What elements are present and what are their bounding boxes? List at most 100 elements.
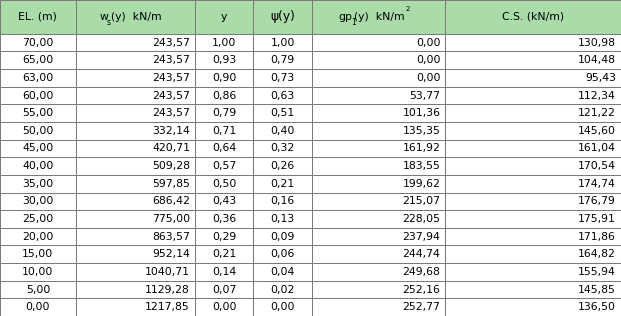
- Bar: [76, 157, 195, 175]
- Text: 252,16: 252,16: [402, 284, 440, 295]
- Text: 1,00: 1,00: [212, 38, 237, 48]
- Bar: [312, 175, 445, 192]
- Bar: [76, 122, 195, 140]
- Bar: [76, 104, 195, 122]
- Text: 0,79: 0,79: [212, 108, 237, 118]
- Text: 95,43: 95,43: [585, 73, 616, 83]
- Bar: [253, 281, 312, 298]
- Text: 45,00: 45,00: [22, 143, 53, 154]
- Text: 145,85: 145,85: [578, 284, 616, 295]
- Text: 35,00: 35,00: [22, 179, 53, 189]
- Text: 0,09: 0,09: [270, 232, 295, 242]
- Text: 237,94: 237,94: [402, 232, 440, 242]
- Bar: [76, 210, 195, 228]
- Bar: [445, 157, 621, 175]
- Bar: [195, 0, 253, 34]
- Text: 0,00: 0,00: [25, 302, 50, 312]
- Bar: [312, 140, 445, 157]
- Text: 0,51: 0,51: [270, 108, 295, 118]
- Bar: [312, 210, 445, 228]
- Text: 40,00: 40,00: [22, 161, 53, 171]
- Bar: [253, 210, 312, 228]
- Text: 53,77: 53,77: [409, 91, 440, 100]
- Bar: [445, 34, 621, 52]
- Bar: [445, 210, 621, 228]
- Bar: [445, 281, 621, 298]
- Text: 243,57: 243,57: [152, 91, 190, 100]
- Text: 1040,71: 1040,71: [145, 267, 190, 277]
- Text: 597,85: 597,85: [152, 179, 190, 189]
- Text: 0,32: 0,32: [270, 143, 295, 154]
- Text: 30,00: 30,00: [22, 196, 53, 206]
- Bar: [195, 298, 253, 316]
- Text: 332,14: 332,14: [152, 126, 190, 136]
- Text: 244,74: 244,74: [402, 249, 440, 259]
- Bar: [76, 175, 195, 192]
- Text: 252,77: 252,77: [402, 302, 440, 312]
- Bar: [195, 175, 253, 192]
- Bar: [312, 281, 445, 298]
- Text: 5,00: 5,00: [25, 284, 50, 295]
- Text: 101,36: 101,36: [402, 108, 440, 118]
- Text: 135,35: 135,35: [402, 126, 440, 136]
- Text: 0,64: 0,64: [212, 143, 237, 154]
- Bar: [0, 34, 76, 52]
- Bar: [0, 69, 76, 87]
- Bar: [0, 298, 76, 316]
- Text: 1: 1: [351, 18, 356, 27]
- Text: 20,00: 20,00: [22, 232, 53, 242]
- Bar: [195, 87, 253, 104]
- Text: w: w: [99, 12, 108, 22]
- Bar: [312, 298, 445, 316]
- Text: 155,94: 155,94: [578, 267, 616, 277]
- Bar: [76, 298, 195, 316]
- Bar: [76, 281, 195, 298]
- Bar: [445, 104, 621, 122]
- Bar: [0, 175, 76, 192]
- Bar: [0, 210, 76, 228]
- Text: 952,14: 952,14: [152, 249, 190, 259]
- Text: 0,36: 0,36: [212, 214, 237, 224]
- Text: 243,57: 243,57: [152, 38, 190, 48]
- Text: 25,00: 25,00: [22, 214, 53, 224]
- Text: 63,00: 63,00: [22, 73, 53, 83]
- Text: 0,00: 0,00: [416, 73, 440, 83]
- Bar: [445, 246, 621, 263]
- Bar: [253, 0, 312, 34]
- Bar: [195, 210, 253, 228]
- Text: 775,00: 775,00: [152, 214, 190, 224]
- Bar: [312, 263, 445, 281]
- Bar: [76, 228, 195, 246]
- Bar: [312, 192, 445, 210]
- Text: 686,42: 686,42: [152, 196, 190, 206]
- Bar: [195, 228, 253, 246]
- Bar: [0, 52, 76, 69]
- Text: 0,40: 0,40: [270, 126, 295, 136]
- Text: 0,57: 0,57: [212, 161, 237, 171]
- Text: 171,86: 171,86: [578, 232, 616, 242]
- Text: 121,22: 121,22: [578, 108, 616, 118]
- Bar: [445, 175, 621, 192]
- Text: 130,98: 130,98: [578, 38, 616, 48]
- Bar: [445, 52, 621, 69]
- Bar: [0, 228, 76, 246]
- Text: s: s: [107, 18, 111, 27]
- Bar: [0, 0, 76, 34]
- Text: 0,00: 0,00: [212, 302, 237, 312]
- Text: 0,00: 0,00: [270, 302, 295, 312]
- Text: 0,90: 0,90: [212, 73, 237, 83]
- Text: 0,06: 0,06: [270, 249, 295, 259]
- Text: 161,92: 161,92: [402, 143, 440, 154]
- Bar: [253, 140, 312, 157]
- Bar: [76, 52, 195, 69]
- Bar: [445, 140, 621, 157]
- Text: 1,00: 1,00: [270, 38, 295, 48]
- Bar: [312, 52, 445, 69]
- Bar: [195, 140, 253, 157]
- Bar: [253, 263, 312, 281]
- Bar: [76, 140, 195, 157]
- Bar: [195, 263, 253, 281]
- Text: 0,79: 0,79: [270, 55, 295, 65]
- Bar: [312, 157, 445, 175]
- Text: 0,16: 0,16: [270, 196, 295, 206]
